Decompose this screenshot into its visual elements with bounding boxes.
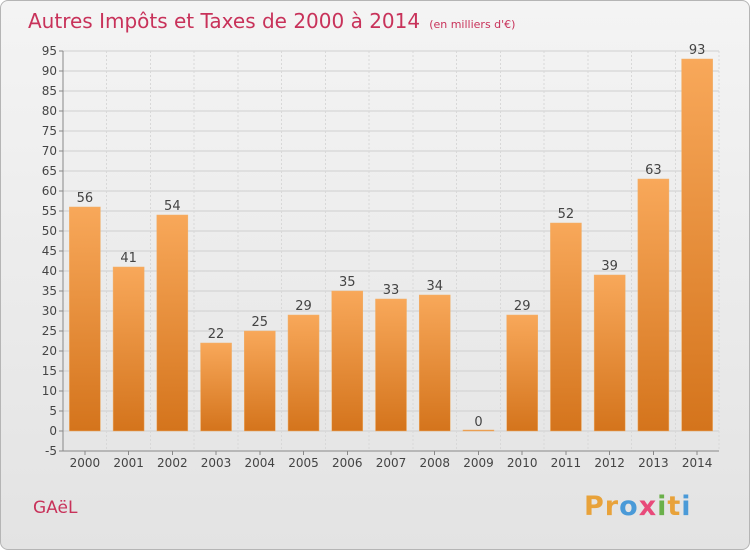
data-label: 41 xyxy=(120,251,137,266)
data-label: 0 xyxy=(474,415,482,430)
chart-title-text: Autres Impôts et Taxes de 2000 à 2014 xyxy=(28,9,421,33)
bar xyxy=(156,214,189,432)
x-tick-label: 2007 xyxy=(376,456,407,470)
bar xyxy=(506,314,538,432)
logo-letter: i xyxy=(657,491,668,522)
x-tick-label: 2004 xyxy=(245,456,276,470)
bar xyxy=(418,294,451,432)
x-tick-label: 2013 xyxy=(638,456,669,470)
x-tick-label: 2003 xyxy=(201,456,232,470)
bar xyxy=(331,290,364,432)
y-tick-label: 30 xyxy=(42,304,57,318)
data-label: 56 xyxy=(77,191,94,206)
data-label: 29 xyxy=(295,299,312,314)
x-tick-label: 2008 xyxy=(419,456,450,470)
data-label: 22 xyxy=(208,327,225,342)
data-label: 29 xyxy=(514,299,531,314)
logo-letter: o xyxy=(619,491,639,522)
x-tick-label: 2001 xyxy=(113,456,144,470)
y-tick-label: 25 xyxy=(42,324,57,338)
chart-title: Autres Impôts et Taxes de 2000 à 2014 (e… xyxy=(28,9,515,33)
bar xyxy=(681,58,713,432)
bar xyxy=(200,342,232,432)
y-tick-label: 55 xyxy=(42,204,57,218)
bar xyxy=(550,222,582,432)
data-label: 35 xyxy=(339,275,356,290)
bar xyxy=(244,330,276,432)
y-tick-label: 15 xyxy=(42,364,57,378)
bars-layer xyxy=(69,58,713,432)
y-tick-label: 95 xyxy=(42,44,57,58)
logo-letter: r xyxy=(604,491,620,522)
data-label: 52 xyxy=(558,207,575,222)
logo-letter: i xyxy=(681,491,692,522)
x-tick-label: 2010 xyxy=(507,456,538,470)
bar xyxy=(462,429,495,432)
data-label: 63 xyxy=(645,163,662,178)
data-label: 93 xyxy=(689,43,706,58)
bar xyxy=(112,266,145,432)
data-label: 25 xyxy=(252,315,269,330)
y-tick-label: 50 xyxy=(42,224,57,238)
y-tick-label: 80 xyxy=(42,104,57,118)
chart-unit: (en milliers d'€) xyxy=(429,18,516,31)
x-tick-label: 2002 xyxy=(157,456,188,470)
x-tick-label: 2009 xyxy=(463,456,494,470)
data-label: 39 xyxy=(601,259,618,274)
bar xyxy=(375,298,407,432)
x-tick-label: 2000 xyxy=(70,456,101,470)
y-tick-label: 0 xyxy=(49,424,57,438)
bar xyxy=(637,178,670,432)
proxiti-logo[interactable]: Proxiti xyxy=(584,491,692,522)
data-label: 54 xyxy=(164,199,181,214)
bar-chart: 56 41 54 22 25 29 35 33 34 0 29 52 39 63 93 -5 0 5 10 15 20… xyxy=(42,43,720,470)
x-tick-label: 2014 xyxy=(682,456,713,470)
y-tick-label: 45 xyxy=(42,244,57,258)
y-tick-label: -5 xyxy=(45,444,57,458)
bar xyxy=(593,274,626,432)
x-tick-label: 2005 xyxy=(288,456,319,470)
y-tick-label: 60 xyxy=(42,184,57,198)
y-tick-label: 35 xyxy=(42,284,57,298)
y-tick-label: 65 xyxy=(42,164,57,178)
y-tick-label: 85 xyxy=(42,84,57,98)
x-tick-label: 2006 xyxy=(332,456,363,470)
commune-name: GAëL xyxy=(33,498,78,518)
y-tick-label: 10 xyxy=(42,384,57,398)
y-tick-label: 20 xyxy=(42,344,57,358)
bar xyxy=(69,206,101,432)
data-label: 33 xyxy=(383,283,400,298)
bar xyxy=(287,314,320,432)
y-tick-label: 90 xyxy=(42,64,57,78)
logo-letter: x xyxy=(638,491,658,522)
y-tick-label: 5 xyxy=(49,404,57,418)
x-tick-label: 2012 xyxy=(594,456,625,470)
axis-layer: -5 0 5 10 15 20 25 30 35 40 45 50 55 60 65 70 75 80 85 90 95… xyxy=(42,44,719,470)
labels-layer: 56 41 54 22 25 29 35 33 34 0 29 52 39 63 93 xyxy=(77,43,706,430)
y-tick-label: 40 xyxy=(42,264,57,278)
x-tick-label: 2011 xyxy=(551,456,582,470)
logo-letter: P xyxy=(584,491,605,522)
logo-letter: t xyxy=(667,491,682,522)
y-tick-label: 75 xyxy=(42,124,57,138)
y-tick-label: 70 xyxy=(42,144,57,158)
data-label: 34 xyxy=(426,279,443,294)
